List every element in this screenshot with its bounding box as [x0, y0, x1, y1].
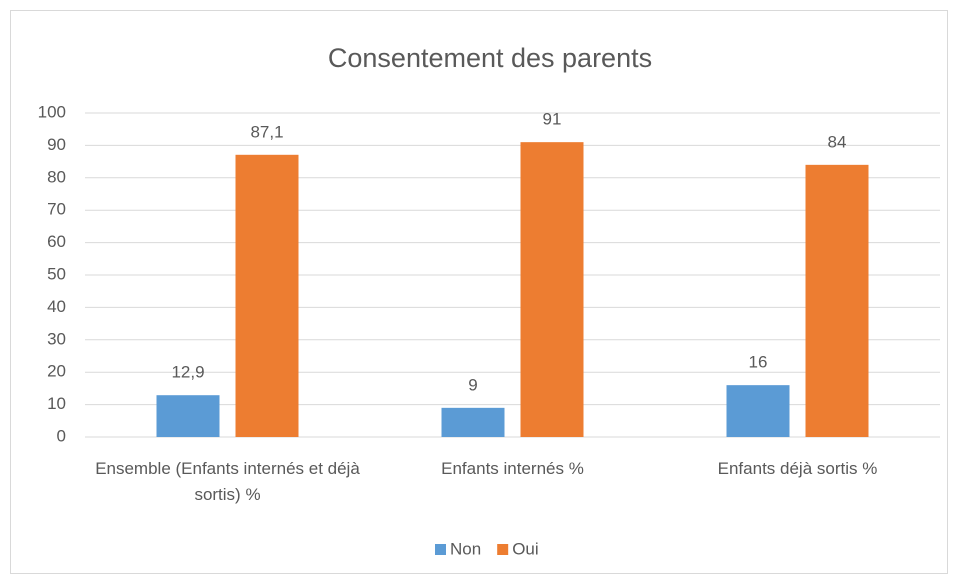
y-tick-label: 90 [47, 135, 66, 154]
y-tick-label: 100 [38, 102, 66, 121]
bar [805, 164, 869, 437]
x-tick-label: Ensemble (Enfants internés et déjà sorti… [95, 459, 360, 504]
data-label: 87,1 [250, 122, 283, 141]
chart-title: Consentement des parents [328, 43, 652, 73]
bar [520, 142, 584, 437]
y-tick-label: 80 [47, 167, 66, 186]
data-label: 9 [468, 375, 477, 394]
bar [235, 154, 299, 437]
bar [441, 407, 505, 437]
legend-label: Oui [512, 539, 538, 558]
y-tick-label: 50 [47, 264, 66, 283]
bar [726, 385, 790, 437]
y-tick-label: 0 [57, 426, 66, 445]
y-tick-label: 20 [47, 362, 66, 381]
x-tick-label: Enfants déjà sortis % [717, 459, 878, 478]
legend-swatch [435, 544, 446, 555]
y-tick-label: 30 [47, 329, 66, 348]
legend-swatch [497, 544, 509, 555]
data-label: 91 [543, 110, 562, 129]
data-label: 16 [749, 353, 768, 372]
data-label: 84 [828, 132, 847, 151]
y-tick-label: 60 [47, 232, 66, 251]
bar [156, 395, 220, 437]
y-tick-label: 40 [47, 297, 66, 316]
legend-label: Non [450, 539, 481, 558]
y-tick-label: 70 [47, 200, 66, 219]
y-tick-label: 10 [47, 394, 66, 413]
x-tick-label: Enfants internés % [441, 459, 584, 478]
chart-border [10, 10, 948, 574]
data-label: 12,9 [171, 363, 204, 382]
